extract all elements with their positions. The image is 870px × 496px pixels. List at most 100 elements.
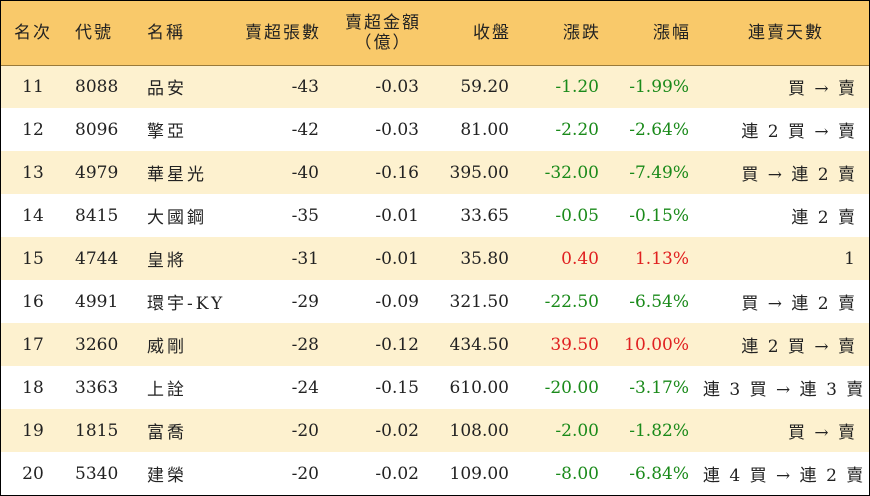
net-lots-cell: -24 (237, 366, 333, 409)
streak-cell: 1 (703, 237, 869, 280)
table-row[interactable]: 11 8088 品安 -43 -0.03 59.20 -1.20 -1.99% … (1, 65, 869, 108)
code-cell[interactable]: 5340 (65, 452, 137, 495)
code-cell[interactable]: 8415 (65, 194, 137, 237)
name-cell[interactable]: 華星光 (137, 151, 237, 194)
change-cell: 0.40 (523, 237, 613, 280)
close-cell: 395.00 (433, 151, 523, 194)
net-amount-cell: -0.03 (333, 65, 433, 108)
rank-cell: 16 (1, 280, 65, 323)
name-cell[interactable]: 擎亞 (137, 108, 237, 151)
change-cell: -1.20 (523, 65, 613, 108)
code-cell[interactable]: 3260 (65, 323, 137, 366)
table-row[interactable]: 15 4744 皇將 -31 -0.01 35.80 0.40 1.13% 1 (1, 237, 869, 280)
change-cell: -8.00 (523, 452, 613, 495)
change-cell: -0.05 (523, 194, 613, 237)
table-row[interactable]: 14 8415 大國鋼 -35 -0.01 33.65 -0.05 -0.15%… (1, 194, 869, 237)
table-body: 11 8088 品安 -43 -0.03 59.20 -1.20 -1.99% … (1, 65, 869, 495)
code-cell[interactable]: 8096 (65, 108, 137, 151)
net-amount-cell: -0.03 (333, 108, 433, 151)
rank-cell: 19 (1, 409, 65, 452)
rank-cell: 15 (1, 237, 65, 280)
net-lots-cell: -42 (237, 108, 333, 151)
header-rank[interactable]: 名次 (1, 1, 65, 66)
code-cell[interactable]: 4979 (65, 151, 137, 194)
rank-cell: 13 (1, 151, 65, 194)
header-net-amount[interactable]: 賣超金額 （億） (333, 1, 433, 66)
name-cell[interactable]: 大國鋼 (137, 194, 237, 237)
net-amount-cell: -0.02 (333, 452, 433, 495)
net-amount-cell: -0.16 (333, 151, 433, 194)
net-lots-cell: -40 (237, 151, 333, 194)
change-pct-cell: -2.64% (613, 108, 703, 151)
header-net-amount-line2: （億） (354, 32, 412, 53)
header-change[interactable]: 漲跌 (523, 1, 613, 66)
streak-cell: 連 2 買 → 賣 (703, 108, 869, 151)
net-lots-cell: -28 (237, 323, 333, 366)
close-cell: 81.00 (433, 108, 523, 151)
header-net-amount-line1: 賣超金額 (345, 12, 421, 33)
change-pct-cell: -0.15% (613, 194, 703, 237)
net-lots-cell: -31 (237, 237, 333, 280)
net-amount-cell: -0.12 (333, 323, 433, 366)
name-cell[interactable]: 品安 (137, 65, 237, 108)
net-lots-cell: -20 (237, 452, 333, 495)
name-cell[interactable]: 上詮 (137, 366, 237, 409)
close-cell: 434.50 (433, 323, 523, 366)
table-row[interactable]: 12 8096 擎亞 -42 -0.03 81.00 -2.20 -2.64% … (1, 108, 869, 151)
code-cell[interactable]: 4991 (65, 280, 137, 323)
rank-cell: 20 (1, 452, 65, 495)
streak-cell: 連 3 買 → 連 3 賣 (703, 366, 869, 409)
change-pct-cell: 10.00% (613, 323, 703, 366)
table-row[interactable]: 16 4991 環宇-KY -29 -0.09 321.50 -22.50 -6… (1, 280, 869, 323)
net-amount-cell: -0.01 (333, 194, 433, 237)
change-cell: -22.50 (523, 280, 613, 323)
streak-cell: 買 → 連 2 賣 (703, 151, 869, 194)
change-cell: -32.00 (523, 151, 613, 194)
table-row[interactable]: 18 3363 上詮 -24 -0.15 610.00 -20.00 -3.17… (1, 366, 869, 409)
header-code[interactable]: 代號 (65, 1, 137, 66)
net-lots-cell: -29 (237, 280, 333, 323)
net-lots-cell: -43 (237, 65, 333, 108)
change-pct-cell: -7.49% (613, 151, 703, 194)
header-change-pct[interactable]: 漲幅 (613, 1, 703, 66)
header-streak[interactable]: 連賣天數 (703, 1, 869, 66)
table-row[interactable]: 20 5340 建榮 -20 -0.02 109.00 -8.00 -6.84%… (1, 452, 869, 495)
change-cell: 39.50 (523, 323, 613, 366)
net-amount-cell: -0.09 (333, 280, 433, 323)
change-pct-cell: -1.99% (613, 65, 703, 108)
name-cell[interactable]: 建榮 (137, 452, 237, 495)
streak-cell: 連 4 買 → 連 2 賣 (703, 452, 869, 495)
code-cell[interactable]: 1815 (65, 409, 137, 452)
net-amount-cell: -0.15 (333, 366, 433, 409)
change-pct-cell: -1.82% (613, 409, 703, 452)
table-row[interactable]: 19 1815 富喬 -20 -0.02 108.00 -2.00 -1.82%… (1, 409, 869, 452)
name-cell[interactable]: 皇將 (137, 237, 237, 280)
code-cell[interactable]: 8088 (65, 65, 137, 108)
rank-cell: 17 (1, 323, 65, 366)
header-close[interactable]: 收盤 (433, 1, 523, 66)
change-cell: -20.00 (523, 366, 613, 409)
table-row[interactable]: 13 4979 華星光 -40 -0.16 395.00 -32.00 -7.4… (1, 151, 869, 194)
header-net-amount-label: 賣超金額 （億） (345, 13, 421, 53)
change-cell: -2.20 (523, 108, 613, 151)
name-cell[interactable]: 環宇-KY (137, 280, 237, 323)
code-cell[interactable]: 4744 (65, 237, 137, 280)
close-cell: 33.65 (433, 194, 523, 237)
name-cell[interactable]: 威剛 (137, 323, 237, 366)
close-cell: 109.00 (433, 452, 523, 495)
code-cell[interactable]: 3363 (65, 366, 137, 409)
net-amount-cell: -0.01 (333, 237, 433, 280)
name-cell[interactable]: 富喬 (137, 409, 237, 452)
change-pct-cell: 1.13% (613, 237, 703, 280)
rank-cell: 14 (1, 194, 65, 237)
header-row: 名次 代號 名稱 賣超張數 賣超金額 （億） 收盤 漲跌 漲幅 連賣天數 (1, 1, 869, 66)
change-pct-cell: -3.17% (613, 366, 703, 409)
streak-cell: 買 → 賣 (703, 65, 869, 108)
close-cell: 108.00 (433, 409, 523, 452)
header-net-lots[interactable]: 賣超張數 (237, 1, 333, 66)
header-name[interactable]: 名稱 (137, 1, 237, 66)
net-amount-cell: -0.02 (333, 409, 433, 452)
close-cell: 321.50 (433, 280, 523, 323)
table-row[interactable]: 17 3260 威剛 -28 -0.12 434.50 39.50 10.00%… (1, 323, 869, 366)
